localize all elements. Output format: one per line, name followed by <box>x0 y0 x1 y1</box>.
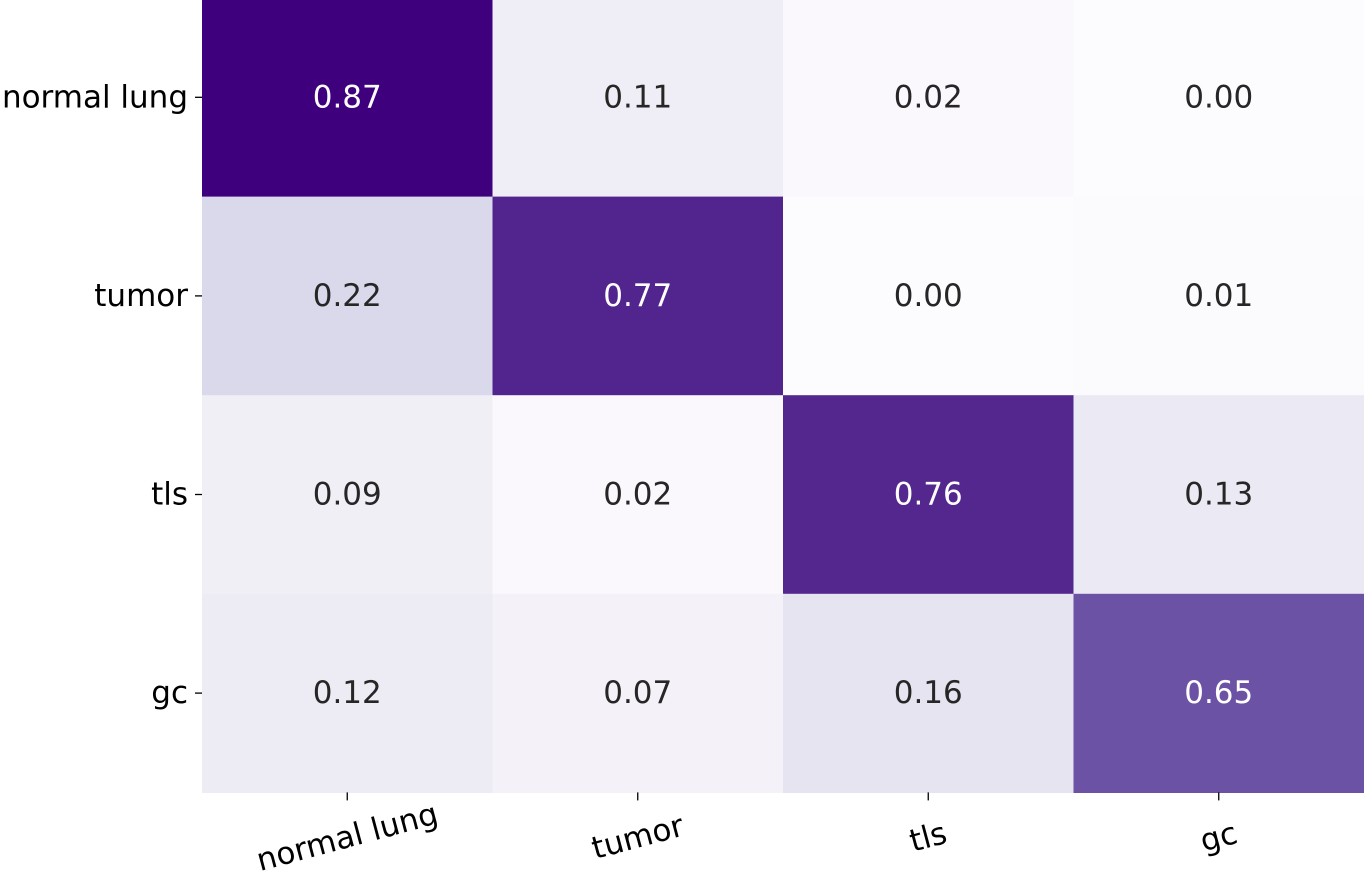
cell-value-label-2-0: 0.09 <box>313 477 382 513</box>
x-tick-label-1: tumor <box>588 808 688 867</box>
heatmap-cell-2-1 <box>492 395 784 595</box>
cell-value-label-1-2: 0.00 <box>894 278 963 314</box>
cell-value-label-1-3: 0.01 <box>1184 278 1253 314</box>
y-tick-label-3: gc <box>151 675 188 711</box>
heatmap-cell-2-0 <box>202 395 494 595</box>
cell-value-label-0-1: 0.11 <box>603 79 672 115</box>
heatmap-cell-3-1 <box>492 593 784 793</box>
x-tick-label-0: normal lung <box>253 796 442 879</box>
cell-value-label-2-2: 0.76 <box>894 477 963 513</box>
heatmap-cell-2-2 <box>783 395 1075 595</box>
cell-value-label-2-1: 0.02 <box>603 477 672 513</box>
heatmap-cell-3-0 <box>202 593 494 793</box>
heatmap-cell-0-0 <box>202 0 494 198</box>
cell-value-label-0-3: 0.00 <box>1184 79 1253 115</box>
heatmap-cell-3-2 <box>783 593 1075 793</box>
heatmap-cell-1-3 <box>1073 196 1364 396</box>
cell-value-label-3-1: 0.07 <box>603 675 672 711</box>
y-tick-label-1: tumor <box>94 278 188 314</box>
heatmap-cell-labels: 0.87 0.11 0.02 0.00 0.22 0.77 0.00 0.01 0.09 0.02… <box>313 79 1254 711</box>
cell-value-label-3-3: 0.65 <box>1184 675 1253 711</box>
x-tick-label-3: gc <box>1196 815 1241 859</box>
y-tick-label-2: tls <box>151 477 188 513</box>
cell-value-label-1-1: 0.77 <box>603 278 672 314</box>
heatmap-cell-0-2 <box>783 0 1075 198</box>
cell-value-label-3-0: 0.12 <box>313 675 382 711</box>
y-tick-label-0: normal lung <box>2 79 188 115</box>
heatmap-cell-0-1 <box>492 0 784 198</box>
x-tick-label-2: tls <box>906 815 951 859</box>
cell-value-label-1-0: 0.22 <box>313 278 382 314</box>
heatmap-cell-3-3 <box>1073 593 1364 793</box>
x-axis: normal lung tumor tls gc <box>253 792 1241 879</box>
heatmap-cell-1-1 <box>492 196 784 396</box>
cell-value-label-3-2: 0.16 <box>894 675 963 711</box>
heatmap-cell-1-2 <box>783 196 1075 396</box>
cell-value-label-2-3: 0.13 <box>1184 477 1253 513</box>
y-axis: normal lung tumor tls gc <box>2 79 202 711</box>
cell-value-label-0-2: 0.02 <box>894 79 963 115</box>
heatmap-cell-1-0 <box>202 196 494 396</box>
heatmap-cell-0-3 <box>1073 0 1364 198</box>
cell-value-label-0-0: 0.87 <box>313 79 382 115</box>
heatmap-cells <box>202 0 1364 793</box>
heatmap-cell-2-3 <box>1073 395 1364 595</box>
